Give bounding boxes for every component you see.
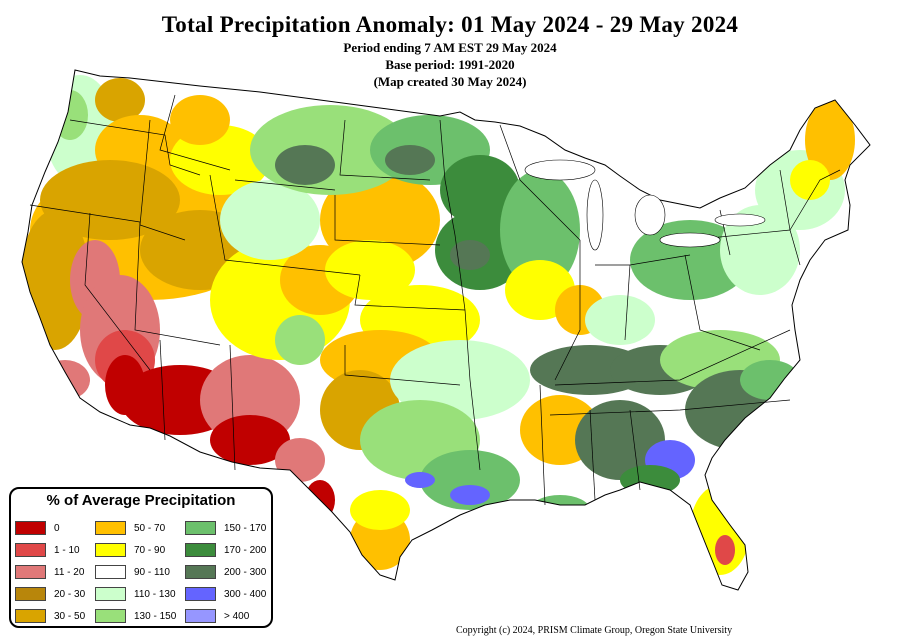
legend-label: 150 - 170 [224,522,267,534]
legend-item: 30 - 50 [15,608,85,624]
legend-swatch [15,587,46,601]
legend-swatch [185,521,216,535]
legend-label: 30 - 50 [54,610,86,622]
legend-item: > 400 [185,608,249,624]
legend-label: 1 - 10 [54,544,80,556]
legend-label: 50 - 70 [134,522,166,534]
legend-label: 200 - 300 [224,566,267,578]
legend-swatch [15,543,46,557]
legend-item: 0 [15,520,60,536]
legend-item: 20 - 30 [15,586,85,602]
legend-title: % of Average Precipitation [46,492,236,509]
map-title: Total Precipitation Anomaly: 01 May 2024… [161,12,739,37]
legend-box: % of Average Precipitation 0 1 - 10 11 - 2… [9,487,273,628]
legend-label: 170 - 200 [224,544,267,556]
legend-label: 70 - 90 [134,544,166,556]
legend-item: 170 - 200 [185,542,266,558]
legend-swatch [15,521,46,535]
legend-item: 200 - 300 [185,564,266,580]
legend-label: 90 - 110 [134,566,170,578]
legend-swatch [95,521,126,535]
legend-label: 20 - 30 [54,588,86,600]
legend-item: 300 - 400 [185,586,266,602]
legend-swatch [95,587,126,601]
legend-swatch [15,565,46,579]
legend-item: 1 - 10 [15,542,80,558]
legend-item: 50 - 70 [95,520,165,536]
legend-item: 130 - 150 [95,608,176,624]
legend-label: 130 - 150 [134,610,177,622]
legend-item: 110 - 130 [95,586,176,602]
base-period-subtitle: Base period: 1991-2020 [385,57,515,72]
legend-label: 11 - 20 [54,566,85,578]
legend-item: 70 - 90 [95,542,165,558]
legend-swatch [185,543,216,557]
legend-label: 110 - 130 [134,588,176,600]
period-subtitle: Period ending 7 AM EST 29 May 2024 [343,40,557,55]
legend-item: 90 - 110 [95,564,170,580]
legend-item: 150 - 170 [185,520,266,536]
legend-label: 300 - 400 [224,588,267,600]
legend-swatch [15,609,46,623]
legend-swatch [95,565,126,579]
us-outline [21,69,871,591]
created-subtitle: (Map created 30 May 2024) [373,74,527,89]
copyright-text: Copyright (c) 2024, PRISM Climate Group,… [456,625,733,636]
legend-swatch [185,587,216,601]
legend-item: 11 - 20 [15,564,84,580]
legend-label: > 400 [224,610,250,622]
legend-swatch [95,609,126,623]
legend-swatch [185,609,216,623]
legend-label: 0 [54,522,60,534]
legend-swatch [185,565,216,579]
legend-swatch [95,543,126,557]
